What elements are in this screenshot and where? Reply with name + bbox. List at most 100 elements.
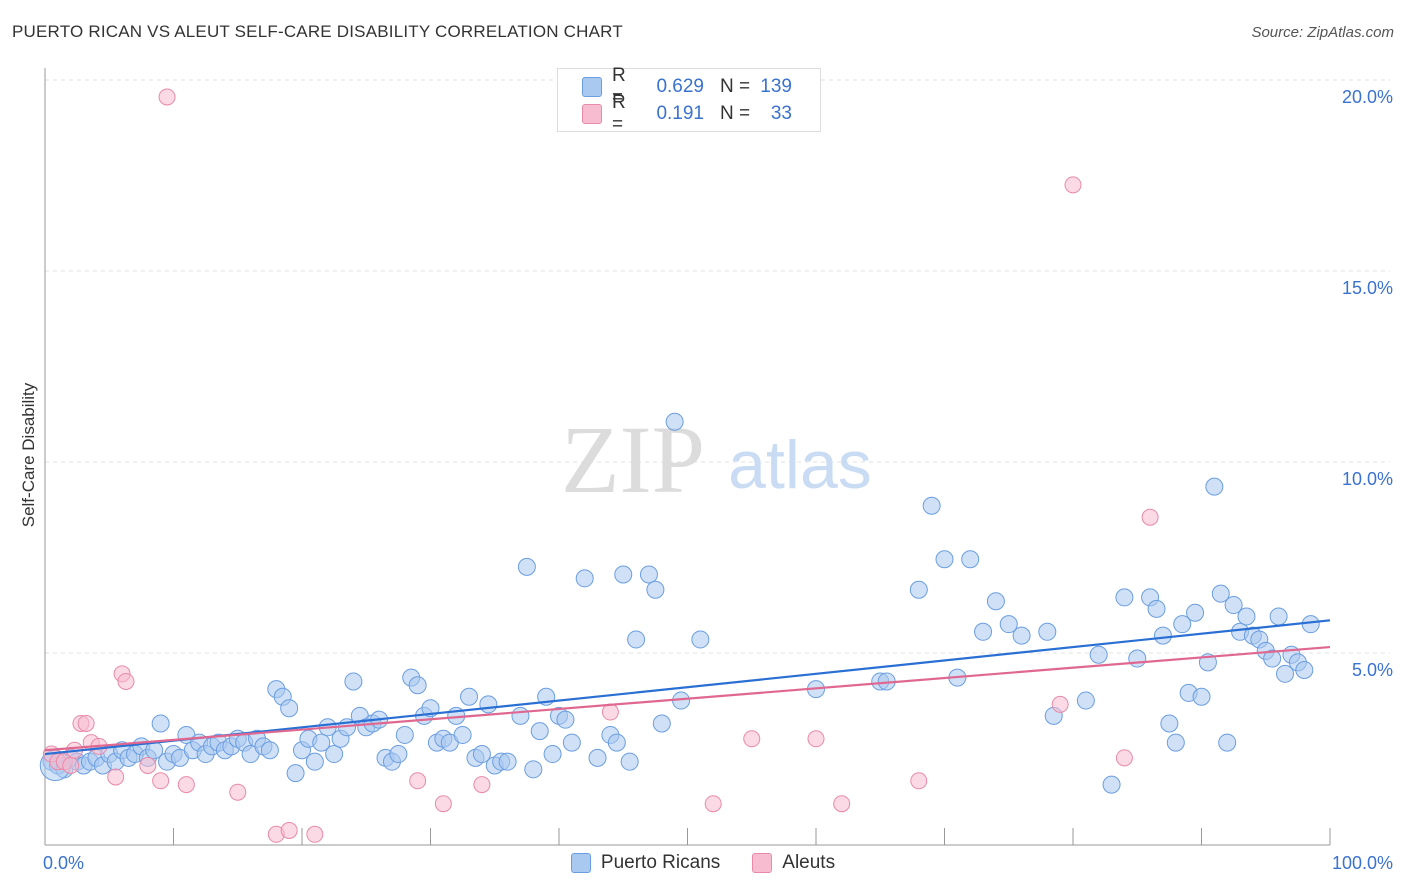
puerto-ricans-point — [562, 733, 581, 752]
puerto-ricans-points — [39, 412, 1320, 794]
legend-swatch-blue — [570, 853, 591, 873]
aleuts-point — [1064, 176, 1082, 194]
grid-lines — [45, 79, 1390, 654]
legend-label: Puerto Ricans — [600, 852, 721, 873]
puerto-ricans-point — [389, 745, 408, 764]
aleuts-point — [107, 768, 125, 786]
aleuts-points — [42, 88, 1159, 843]
aleuts-point — [158, 88, 176, 106]
watermark-atlas: atlas — [728, 427, 872, 503]
puerto-ricans-point — [639, 565, 658, 584]
puerto-ricans-point — [974, 622, 993, 641]
puerto-ricans-point — [999, 615, 1018, 634]
aleuts-point — [807, 730, 825, 748]
puerto-ricans-point — [1224, 596, 1243, 615]
y-axis-label: Self-Care Disability — [19, 382, 38, 527]
puerto-ricans-point — [524, 760, 543, 779]
puerto-ricans-point — [1102, 775, 1121, 794]
aleuts-point — [743, 730, 761, 748]
legend-swatch-pink — [582, 104, 602, 124]
legend-n-label: N = — [720, 103, 751, 124]
aleuts-point — [409, 772, 427, 790]
aleuts-point — [117, 672, 135, 690]
puerto-ricans-point — [1211, 584, 1230, 603]
tick-labels: 5.0% 10.0% 15.0% 20.0% 0.0% 100.0% — [43, 87, 1393, 873]
puerto-ricans-point — [260, 741, 279, 760]
aleuts-point — [139, 757, 157, 774]
puerto-ricans-point — [691, 630, 710, 649]
puerto-ricans-point — [627, 630, 646, 649]
puerto-ricans-point — [1301, 615, 1320, 634]
x-tick-label: 0.0% — [43, 853, 84, 873]
puerto-ricans-point — [460, 687, 479, 706]
aleuts-point — [1051, 695, 1069, 713]
correlation-legend: R = 0.629 N = 139 R = 0.191 N = 33 — [557, 65, 821, 135]
x-tick-label: 100.0% — [1332, 853, 1393, 873]
puerto-ricans-point — [1186, 603, 1205, 622]
legend-row-puerto-ricans: R = 0.629 N = 139 — [582, 65, 792, 108]
legend-item-aleuts[interactable]: Aleuts — [752, 852, 835, 874]
puerto-ricans-point — [325, 745, 344, 764]
puerto-ricans-point — [1192, 687, 1211, 706]
puerto-ricans-point — [453, 725, 472, 744]
legend-row-aleuts: R = 0.191 N = 33 — [582, 92, 792, 135]
aleuts-point — [306, 825, 324, 843]
puerto-ricans-point — [646, 580, 665, 599]
legend-n-label: N = — [720, 76, 751, 97]
puerto-ricans-point — [620, 752, 639, 771]
puerto-ricans-point — [543, 745, 562, 764]
aleuts-point — [910, 772, 928, 790]
legend-n-value: 33 — [770, 103, 792, 124]
puerto-ricans-point — [588, 748, 607, 767]
puerto-ricans-point — [1147, 599, 1166, 618]
puerto-ricans-point — [498, 752, 517, 771]
puerto-ricans-point — [286, 764, 305, 783]
axes — [44, 68, 1331, 846]
source-note: Source: ZipAtlas.com — [1251, 24, 1394, 41]
legend-r-value: 0.191 — [656, 103, 704, 124]
puerto-ricans-point — [665, 412, 684, 431]
puerto-ricans-point — [472, 745, 491, 764]
legend-r-value: 0.629 — [656, 76, 704, 97]
aleuts-point — [152, 772, 170, 790]
legend-r-label: R = — [612, 92, 626, 135]
puerto-ricans-point — [511, 706, 530, 725]
puerto-ricans-point — [986, 592, 1005, 611]
puerto-ricans-point — [408, 676, 427, 695]
puerto-ricans-point — [556, 710, 575, 729]
puerto-ricans-point — [1276, 664, 1295, 683]
puerto-ricans-point — [607, 733, 626, 752]
puerto-ricans-point — [909, 580, 928, 599]
aleuts-point — [473, 776, 491, 794]
puerto-ricans-point — [1218, 733, 1237, 752]
aleuts-point — [704, 795, 722, 813]
chart-title: PUERTO RICAN VS ALEUT SELF-CARE DISABILI… — [12, 22, 623, 41]
puerto-ricans-point — [1263, 649, 1282, 668]
puerto-ricans-point — [530, 722, 549, 741]
puerto-ricans-point — [312, 733, 331, 752]
y-tick-label: 10.0% — [1342, 469, 1393, 489]
legend-n-value: 139 — [760, 76, 792, 97]
puerto-ricans-point — [961, 550, 980, 569]
legend-swatch-blue — [582, 77, 602, 97]
legend-item-puerto-ricans[interactable]: Puerto Ricans — [570, 852, 721, 874]
puerto-ricans-point — [1076, 691, 1095, 710]
legend-label: Aleuts — [782, 852, 836, 873]
aleuts-trend-line — [44, 645, 1331, 752]
aleuts-point — [833, 795, 851, 813]
puerto-ricans-point — [1038, 622, 1057, 641]
puerto-ricans-point — [517, 557, 536, 576]
y-tick-label: 20.0% — [1342, 87, 1393, 107]
puerto-ricans-point — [280, 699, 299, 718]
puerto-ricans-point — [652, 714, 671, 733]
puerto-ricans-point — [1160, 714, 1179, 733]
legend-swatch-pink — [752, 853, 773, 873]
puerto-ricans-point — [575, 569, 594, 588]
legend-r-label: R = — [612, 65, 626, 108]
puerto-ricans-point — [1295, 661, 1314, 679]
aleuts-point — [1141, 508, 1159, 526]
puerto-ricans-point — [1166, 733, 1185, 752]
trend-lines — [44, 619, 1331, 756]
aleuts-point — [177, 776, 195, 794]
